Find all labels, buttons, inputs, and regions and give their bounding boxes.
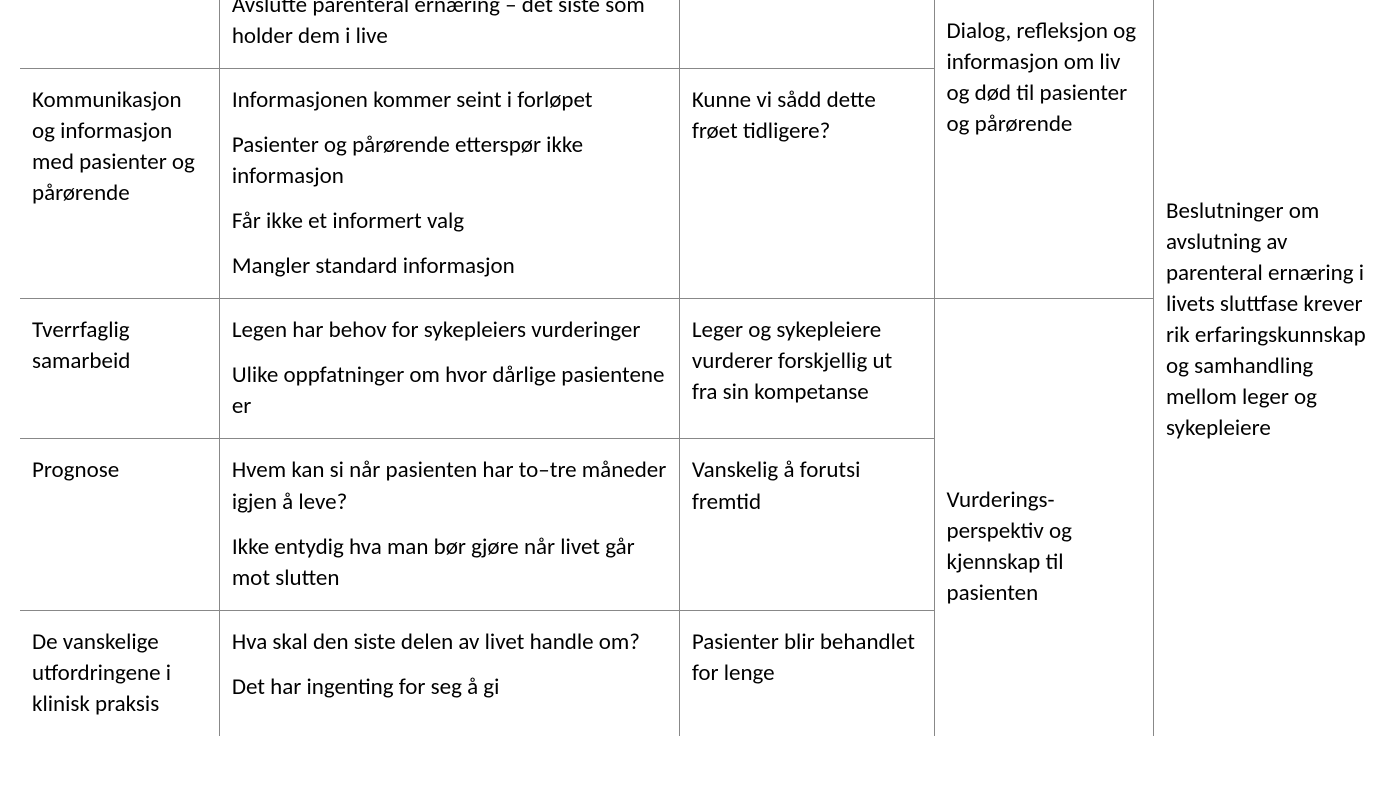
- table-row: Avslutte parenteral ernæring – det siste…: [20, 0, 1380, 69]
- cell-r3c2: Vanskelig å forutsi fremtid: [679, 439, 934, 610]
- cell-r0c1: Avslutte parenteral ernæring – det siste…: [219, 0, 679, 69]
- cell-text: Avslutte parenteral ernæring – det siste…: [232, 0, 667, 52]
- cell-text: Hva skal den siste delen av livet handle…: [232, 627, 667, 658]
- cell-r2c2: Leger og sykepleiere vurderer forskjelli…: [679, 299, 934, 439]
- cell-r1c2: Kunne vi sådd dette frøet tidligere?: [679, 69, 934, 299]
- cell-r1c0: Kommunikasjon og informasjon med pasient…: [20, 69, 219, 299]
- cell-text: Hvem kan si når pasienten har to–tre mån…: [232, 455, 667, 517]
- cell-text: Kunne vi sådd dette frøet tidligere?: [692, 85, 922, 147]
- data-table: Avslutte parenteral ernæring – det siste…: [20, 0, 1380, 736]
- cell-r3c1: Hvem kan si når pasienten har to–tre mån…: [219, 439, 679, 610]
- cell-text: Det har ingenting for seg å gi: [232, 672, 667, 703]
- cell-r2c1: Legen har behov for sykepleiers vurderin…: [219, 299, 679, 439]
- cell-text: Vanskelig å forutsi fremtid: [692, 455, 922, 517]
- cell-right-span: Beslutninger om avslutning av parenteral…: [1153, 0, 1380, 736]
- cell-text: Leger og sykepleiere vurderer forskjelli…: [692, 315, 922, 408]
- cell-r3c0: Prognose: [20, 439, 219, 610]
- cell-text: Ikke entydig hva man bør gjøre når livet…: [232, 532, 667, 594]
- cell-text: Tverrfaglig samarbeid: [32, 315, 207, 377]
- cell-text: Ulike oppfatninger om hvor dårlige pasie…: [232, 360, 667, 422]
- cell-text: Pasienter blir behandlet for lenge: [692, 627, 922, 689]
- cell-r0c2: [679, 0, 934, 69]
- cell-r0c3: Dialog, refleksjon og informasjon om liv…: [934, 0, 1153, 299]
- cell-text: De vanskelige utfordringene i klinisk pr…: [32, 627, 207, 720]
- cell-r2c3: Vurderings­perspektiv og kjennskap til p…: [934, 299, 1153, 736]
- cell-r1c1: Informasjonen kommer seint i forløpet Pa…: [219, 69, 679, 299]
- cell-r4c1: Hva skal den siste delen av livet handle…: [219, 610, 679, 736]
- cell-r4c0: De vanskelige utfordringene i klinisk pr…: [20, 610, 219, 736]
- cell-text: Pasienter og pårørende etterspør ikke in…: [232, 130, 667, 192]
- cell-text: Beslutninger om avslutning av parenteral…: [1166, 196, 1368, 444]
- cell-r2c0: Tverrfaglig samarbeid: [20, 299, 219, 439]
- cell-text: Får ikke et informert valg: [232, 206, 667, 237]
- cell-text: Vurderings­perspektiv og kjennskap til p…: [947, 485, 1141, 609]
- cell-r4c2: Pasienter blir behandlet for lenge: [679, 610, 934, 736]
- cell-text: Informasjonen kommer seint i forløpet: [232, 85, 667, 116]
- cell-text: Prognose: [32, 455, 207, 486]
- cell-text: Kommunikasjon og informasjon med pasient…: [32, 85, 207, 209]
- cell-text: Dialog, refleksjon og informasjon om liv…: [947, 16, 1141, 140]
- cell-text: Legen har behov for sykepleiers vurderin…: [232, 315, 667, 346]
- cell-text: Mangler standard informasjon: [232, 251, 667, 282]
- cell-r0c0: [20, 0, 219, 69]
